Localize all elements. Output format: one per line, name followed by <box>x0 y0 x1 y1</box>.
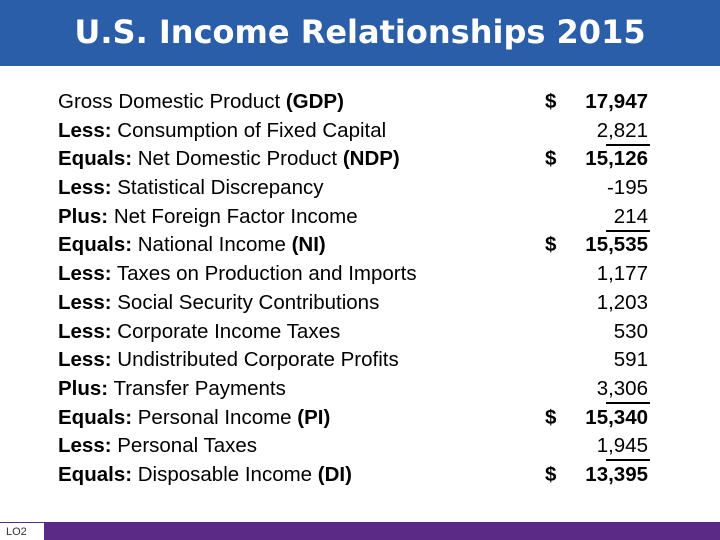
income-line-label: Less: Social Security Contributions <box>58 289 417 318</box>
line-prefix: Less: <box>58 348 112 372</box>
income-line-value: 530 <box>540 318 648 347</box>
line-value: 1,203 <box>596 290 648 314</box>
line-value: 1,945 <box>596 434 648 458</box>
footer-tag-box <box>0 522 44 540</box>
line-value: 214 <box>613 204 648 228</box>
income-line-value: $17,947 <box>540 88 648 117</box>
subtotal-underline <box>606 143 650 146</box>
line-label: Social Security Contributions <box>111 290 380 314</box>
line-prefix: Equals: <box>58 462 133 486</box>
line-prefix: Equals: <box>58 233 133 257</box>
income-line-label: Less: Consumption of Fixed Capital <box>58 117 417 146</box>
line-label: Disposable Income <box>132 462 318 486</box>
footer-bar <box>0 522 720 540</box>
line-label: Gross Domestic Product <box>58 90 286 113</box>
title-bar <box>0 0 720 66</box>
line-label: Net Domestic Product <box>132 147 343 171</box>
income-line-label: Less: Corporate Income Taxes <box>58 318 417 347</box>
line-label: Statistical Discrepancy <box>111 176 324 200</box>
income-line-label: Less: Taxes on Production and Imports <box>58 260 417 289</box>
line-value: 591 <box>613 348 648 372</box>
line-abbreviation: (DI) <box>317 462 352 486</box>
line-label: Transfer Payments <box>108 376 286 400</box>
currency-symbol: $ <box>545 233 557 257</box>
line-value: 530 <box>613 319 648 343</box>
income-line-label: Less: Undistributed Corporate Profits <box>58 346 417 375</box>
line-label: Consumption of Fixed Capital <box>111 118 387 142</box>
income-values: $17,947 2,821 $15,126 -195 214 $15,535 1,177 1,… <box>540 88 650 490</box>
income-line-value: $15,126 <box>540 145 648 174</box>
line-value: 3,306 <box>596 376 648 400</box>
income-line-value: 591 <box>540 346 648 375</box>
line-label: Taxes on Production and Imports <box>111 262 417 286</box>
income-line-value: 214 <box>540 203 650 232</box>
income-line-label: Equals: Personal Income (PI) <box>58 404 417 433</box>
line-prefix: Equals: <box>58 405 133 429</box>
line-value: 13,395 <box>585 462 648 486</box>
income-line-label: Less: Statistical Discrepancy <box>58 174 417 203</box>
line-prefix: Less: <box>58 290 112 314</box>
line-abbreviation: (PI) <box>297 405 331 429</box>
line-abbreviation: (NDP) <box>342 147 400 171</box>
line-prefix: Less: <box>58 118 112 142</box>
subtotal-underline <box>606 401 650 404</box>
income-labels: Gross Domestic Product (GDP) Less: Consum… <box>58 88 417 490</box>
income-line-label: Equals: Net Domestic Product (NDP) <box>58 145 417 174</box>
line-value: 15,126 <box>585 147 648 171</box>
line-prefix: Plus: <box>58 204 109 228</box>
line-label: Net Foreign Factor Income <box>108 204 358 228</box>
line-label: Undistributed Corporate Profits <box>111 348 399 372</box>
line-label: Corporate Income Taxes <box>111 319 341 343</box>
income-line-label: Less: Personal Taxes <box>58 432 417 461</box>
subtotal-underline <box>606 459 650 462</box>
line-label: National Income <box>132 233 292 257</box>
income-line-value: 2,821 <box>540 117 650 146</box>
income-line-value: $15,535 <box>540 231 648 260</box>
income-line-value: $15,340 <box>540 404 648 433</box>
line-prefix: Plus: <box>58 376 109 400</box>
currency-symbol: $ <box>545 462 557 486</box>
income-line-value: 1,945 <box>540 432 650 462</box>
income-line-value: -195 <box>540 174 648 203</box>
line-value: 1,177 <box>596 262 648 286</box>
line-abbreviation: (GDP) <box>285 90 344 113</box>
line-prefix: Less: <box>58 176 112 200</box>
income-line-label: Equals: Disposable Income (DI) <box>58 461 417 490</box>
line-value: 15,535 <box>585 233 648 257</box>
currency-symbol: $ <box>545 147 557 171</box>
line-abbreviation: (NI) <box>291 233 326 257</box>
subtotal-underline <box>606 229 650 232</box>
currency-symbol: $ <box>545 90 557 113</box>
line-value: 15,340 <box>585 405 648 429</box>
income-line-value: 1,177 <box>540 260 648 289</box>
line-value: 17,947 <box>585 90 648 113</box>
line-label: Personal Income <box>132 405 298 429</box>
income-line-value: 1,203 <box>540 289 648 318</box>
income-line-value: $13,395 <box>540 461 648 490</box>
line-label: Personal Taxes <box>111 434 258 458</box>
income-line-value: 3,306 <box>540 375 650 404</box>
income-line-label: Equals: National Income (NI) <box>58 231 417 260</box>
slide-title: U.S. Income Relationships 2015 <box>74 13 646 51</box>
learning-objective-tag: LO2 <box>6 526 27 538</box>
income-line-label: Gross Domestic Product (GDP) <box>58 88 417 117</box>
income-line-label: Plus: Transfer Payments <box>58 375 417 404</box>
income-line-label: Plus: Net Foreign Factor Income <box>58 203 417 232</box>
line-prefix: Less: <box>58 434 112 458</box>
line-value: 2,821 <box>596 118 648 142</box>
line-prefix: Less: <box>58 319 112 343</box>
line-prefix: Equals: <box>58 147 133 171</box>
line-value: -195 <box>606 176 648 200</box>
line-prefix: Less: <box>58 262 112 286</box>
currency-symbol: $ <box>545 405 557 429</box>
